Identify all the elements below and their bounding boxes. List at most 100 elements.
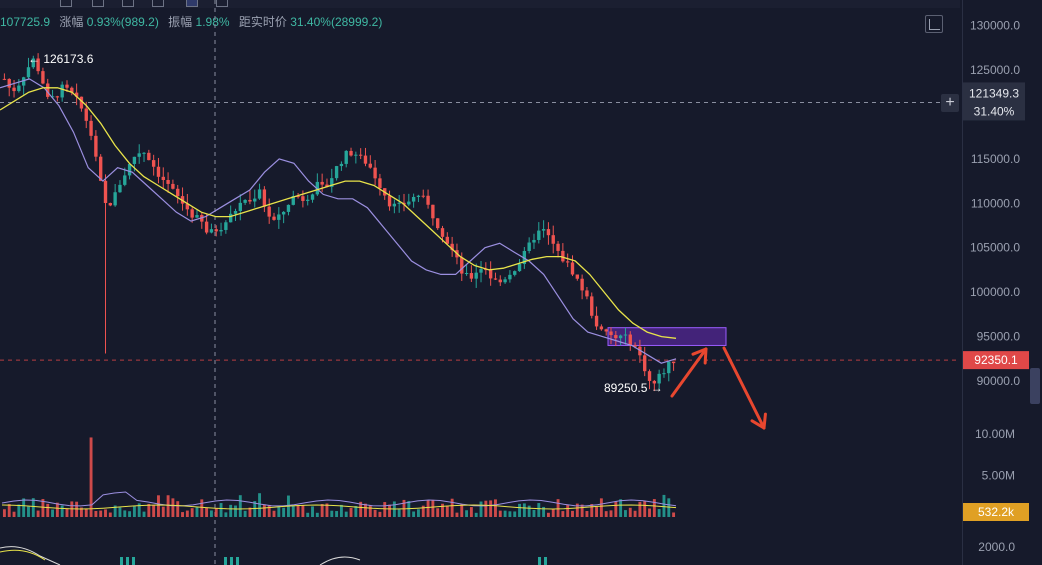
volume-bar — [330, 510, 334, 517]
toolbar-icon[interactable] — [92, 0, 104, 7]
candle-body — [65, 84, 69, 88]
volume-bar — [580, 504, 584, 517]
volume-bar — [55, 502, 59, 517]
candle-body — [498, 279, 502, 283]
volume-bar — [436, 508, 440, 517]
candles — [2, 53, 676, 392]
candle-body — [7, 78, 11, 88]
top-toolbar — [0, 0, 960, 8]
candle-body — [204, 221, 209, 233]
volume-bar — [229, 504, 233, 517]
price-tick-label: 95000.0 — [977, 330, 1021, 344]
volume-bar — [152, 504, 156, 517]
candle-body — [460, 257, 464, 274]
candle-body — [286, 204, 291, 212]
volume-bar — [359, 501, 363, 517]
volume-bar — [22, 498, 26, 517]
candle-body — [397, 202, 401, 204]
price-tick-label: 110000.0 — [971, 196, 1020, 210]
candle-body — [99, 156, 103, 181]
volume-bar — [113, 505, 117, 517]
candle-body — [416, 195, 421, 197]
candle-body — [281, 211, 286, 215]
volume-bar — [132, 506, 136, 517]
add-alert-button[interactable]: + — [941, 94, 959, 112]
volume-bar — [599, 498, 603, 517]
candle-body — [2, 78, 7, 80]
candle-body — [426, 195, 430, 205]
volume-bar — [128, 511, 132, 517]
fullscreen-icon[interactable] — [925, 15, 943, 33]
scroll-handle[interactable] — [1030, 368, 1040, 404]
candle-body — [339, 163, 344, 167]
volume-bar — [339, 504, 343, 517]
volume-bar — [325, 503, 329, 517]
volume-bar — [595, 506, 599, 517]
volume-ma-purple — [1, 491, 677, 507]
indicator-bar — [236, 557, 239, 565]
volume-tick-label: 10.00M — [975, 427, 1015, 441]
volume-bar — [672, 512, 676, 517]
volume-bar — [248, 507, 252, 517]
candle-body — [171, 183, 175, 189]
candle-body — [74, 92, 79, 97]
toolbar-icon[interactable] — [216, 0, 228, 7]
volume-bar — [431, 499, 435, 517]
volume-bar — [648, 508, 651, 517]
toolbar-icon[interactable] — [60, 0, 72, 7]
arrow-down-head — [750, 419, 766, 430]
volume-bar — [27, 506, 30, 517]
candle-body — [301, 196, 305, 201]
candle-body — [532, 239, 536, 243]
volume-tick-label: 5.00M — [982, 469, 1015, 483]
volume-bar — [89, 437, 93, 517]
candle-body — [431, 204, 435, 219]
candle-body — [493, 278, 498, 280]
volume-bar — [51, 509, 54, 517]
amplitude-label: 振幅 — [168, 15, 193, 29]
candle-body — [363, 155, 368, 164]
volume-bar — [84, 508, 88, 517]
candle-body — [387, 195, 392, 207]
candle-body — [46, 83, 50, 97]
volume-bar — [662, 494, 666, 517]
toolbar-icon[interactable] — [152, 0, 164, 7]
volume-bar — [99, 510, 103, 517]
volume-bar — [508, 511, 512, 517]
volume-bar — [137, 503, 141, 517]
candle-body — [464, 273, 469, 275]
volume-bar — [262, 504, 266, 517]
volume-bar — [633, 510, 637, 517]
change-label: 涨幅 — [59, 15, 84, 29]
candle-body — [209, 229, 214, 233]
candle-body — [609, 331, 613, 336]
volume-bar — [272, 510, 276, 517]
toolbar-icon[interactable] — [122, 0, 134, 7]
volume-bar — [474, 512, 478, 517]
toolbar-icon[interactable] — [186, 0, 198, 7]
candle-body — [137, 153, 141, 157]
zone-layer — [607, 327, 727, 346]
volume-bar — [556, 499, 560, 517]
volume-bar — [219, 503, 223, 517]
volume-bar — [571, 510, 574, 517]
candle-body — [354, 154, 358, 156]
candle-body — [108, 203, 113, 206]
candle-body — [671, 361, 676, 364]
volume-bar — [628, 507, 632, 517]
volume-bar — [234, 505, 237, 517]
arrow-down-head — [762, 412, 767, 430]
candle-body — [358, 154, 363, 156]
volume-bar — [585, 511, 589, 517]
candle-body — [373, 167, 377, 179]
price-tick-label: 105000.0 — [970, 241, 1020, 255]
volume-bar — [195, 507, 199, 517]
volume-bar — [364, 503, 367, 517]
candle-body — [667, 361, 671, 374]
candle-body — [214, 229, 218, 232]
volume-bar — [185, 510, 189, 517]
volume-bar — [412, 511, 416, 517]
candle-body — [633, 345, 637, 347]
candle-body — [233, 211, 238, 214]
